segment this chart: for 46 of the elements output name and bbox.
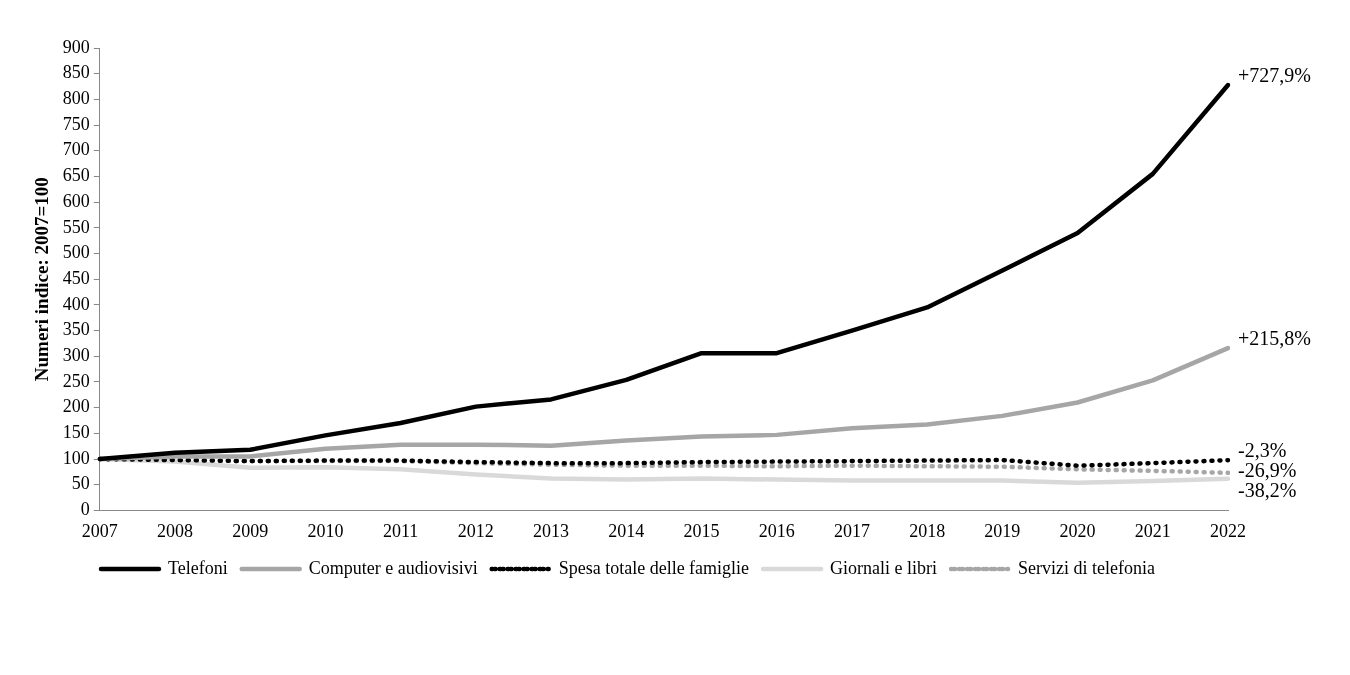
y-tick-label: 700 [62, 139, 90, 160]
x-tick-label: 2020 [1059, 520, 1096, 541]
y-tick-label: 900 [62, 36, 90, 57]
annotation: -38,2% [1238, 479, 1297, 502]
y-tick-label: 250 [62, 370, 90, 391]
x-tick-label: 2010 [307, 520, 344, 541]
y-tick-label: 650 [62, 165, 90, 186]
y-tick-label: 400 [62, 293, 90, 314]
annotation: -26,9% [1238, 459, 1297, 482]
y-tick-label: 350 [62, 319, 90, 340]
x-tick-label: 2016 [758, 520, 795, 541]
legend-label: Giornali e libri [830, 557, 938, 578]
legend-label: Telefoni [167, 557, 228, 578]
y-tick-label: 750 [62, 113, 90, 134]
x-tick-label: 2018 [909, 520, 946, 541]
y-tick-label: 0 [80, 499, 90, 520]
annotation: +215,8% [1238, 327, 1311, 350]
y-tick-label: 50 [71, 473, 90, 494]
x-tick-label: 2009 [232, 520, 269, 541]
y-tick-label: 850 [62, 62, 90, 83]
y-tick-label: 150 [62, 422, 90, 443]
x-tick-label: 2022 [1210, 520, 1246, 541]
x-tick-label: 2011 [382, 520, 419, 541]
y-tick-label: 500 [62, 242, 90, 263]
x-tick-label: 2013 [533, 520, 570, 541]
annotation: -2,3% [1238, 439, 1287, 462]
y-tick-label: 550 [62, 216, 90, 237]
x-tick-label: 2017 [833, 520, 870, 541]
legend-label: Servizi di telefonia [1018, 557, 1156, 578]
legend-label: Computer e audiovisivi [308, 557, 478, 578]
y-axis-title: Numeri indice: 2007=100 [31, 177, 53, 382]
y-tick-label: 800 [62, 88, 90, 109]
y-tick-label: 300 [62, 345, 90, 365]
y-tick-label: 600 [62, 190, 90, 211]
x-tick-label: 2008 [157, 520, 194, 541]
x-tick-label: 2019 [984, 520, 1021, 541]
y-tick-label: 450 [62, 267, 90, 288]
legend-label: Spesa totale delle famiglie [558, 557, 750, 578]
x-tick-label: 2015 [683, 520, 720, 541]
x-tick-label: 2012 [457, 520, 494, 541]
x-tick-label: 2007 [81, 520, 118, 541]
x-tick-label: 2014 [608, 520, 645, 541]
y-tick-label: 200 [62, 396, 90, 417]
x-tick-label: 2021 [1134, 520, 1171, 541]
y-tick-label: 100 [62, 447, 90, 468]
annotation: +727,9% [1238, 64, 1311, 87]
